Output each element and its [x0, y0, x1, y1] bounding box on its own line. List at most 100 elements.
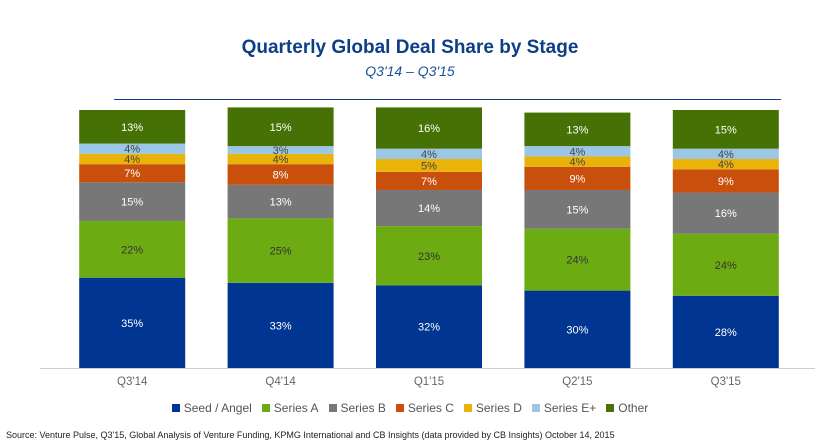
data-label: 13% [270, 197, 292, 209]
bar-segment [227, 153, 334, 165]
legend-swatch [463, 404, 472, 412]
bar-segment [376, 159, 482, 172]
legend-item: Other [606, 401, 648, 415]
legend-label: Seed / Angel [183, 401, 252, 415]
data-label: 23% [418, 251, 440, 263]
bar-segment [524, 228, 631, 291]
data-label: 15% [566, 204, 588, 216]
legend-label: Series D [475, 401, 522, 415]
data-label: 35% [121, 318, 143, 330]
bar-segment [227, 107, 334, 147]
bar-segment [672, 159, 779, 170]
data-label: 8% [273, 170, 289, 182]
bar-segment [79, 110, 186, 144]
bar-segment [376, 189, 482, 227]
chart-title: Quarterly Global Deal Share by Stage [241, 37, 579, 58]
title-divider [114, 99, 781, 100]
data-label: 4% [124, 144, 140, 156]
legend-swatch [171, 404, 180, 412]
data-label: 7% [421, 176, 437, 188]
legend-item: Seed / Angel [171, 401, 252, 415]
data-label: 15% [121, 197, 143, 209]
data-label: 24% [566, 255, 588, 267]
data-label: 15% [715, 124, 737, 136]
bar-segment [376, 148, 482, 160]
bar-segment [227, 184, 334, 219]
legend-item: Series A [261, 401, 319, 415]
data-label: 4% [421, 149, 437, 161]
bar-segment [672, 148, 779, 160]
x-tick-label: Q4'14 [265, 376, 296, 388]
bar-segment [672, 169, 779, 193]
data-label: 4% [273, 154, 289, 166]
x-tick-label: Q2'15 [562, 376, 592, 388]
data-label: 32% [418, 322, 440, 334]
bar-segment [672, 192, 779, 234]
legend-label: Series E+ [543, 401, 597, 415]
data-label: 16% [418, 123, 440, 135]
bar-segment [227, 282, 334, 368]
bar-segment [376, 107, 482, 149]
legend-label: Series A [273, 401, 319, 415]
bar-segment [524, 112, 631, 147]
data-label: 25% [270, 246, 292, 258]
bar-segment [227, 146, 334, 154]
chart-subtitle: Q3'14 – Q3'15 [365, 63, 455, 79]
bar-segment [79, 164, 186, 183]
bar-segment [79, 182, 186, 221]
x-tick-label: Q3'15 [711, 376, 741, 388]
bar-segment [79, 220, 186, 278]
x-tick-label: Q3'14 [117, 376, 148, 388]
legend-swatch [328, 404, 337, 412]
data-label: 9% [569, 173, 585, 185]
data-label: 13% [566, 124, 588, 136]
legend-swatch [395, 404, 404, 412]
data-label: 28% [715, 327, 737, 339]
bar-segment [524, 156, 631, 167]
chart-legend: Seed / Angel Series A Series B Series C Seri… [0, 401, 820, 415]
legend-label: Series B [340, 401, 386, 415]
bar-segment [524, 189, 631, 229]
legend-item: Series D [463, 401, 522, 415]
data-label: 15% [270, 122, 292, 134]
data-label: 4% [124, 154, 140, 166]
data-label: 24% [715, 260, 737, 272]
data-label: 3% [273, 145, 289, 157]
data-label: 33% [270, 320, 292, 332]
data-label: 5% [421, 160, 437, 172]
data-label: 4% [718, 159, 734, 171]
x-tick-label: Q1'15 [414, 376, 444, 388]
data-label: 30% [566, 324, 588, 336]
legend-label: Other [618, 401, 649, 415]
data-label: 4% [569, 157, 585, 169]
bar-segment [79, 143, 186, 154]
bar-segment [227, 164, 334, 185]
bar-segment [376, 285, 482, 368]
legend-swatch [531, 404, 540, 412]
bar-segment [524, 166, 631, 190]
bar-segment [524, 290, 631, 368]
data-label: 4% [718, 149, 734, 161]
legend-item: Series C [395, 401, 454, 415]
data-label: 7% [124, 168, 140, 180]
legend-label: Series C [407, 401, 454, 415]
bar-segment [227, 218, 334, 283]
bar-segment [672, 233, 779, 296]
data-label: 4% [569, 146, 585, 158]
legend-swatch [261, 404, 270, 412]
bar-segment [672, 110, 779, 149]
legend-swatch [606, 404, 615, 412]
data-label: 13% [121, 122, 143, 134]
data-label: 14% [418, 203, 440, 215]
legend-item: Series E+ [531, 401, 597, 415]
bar-segment [524, 146, 631, 157]
data-label: 9% [718, 176, 734, 188]
bar-segment [672, 295, 779, 368]
data-label: 22% [121, 244, 143, 256]
bar-segment [79, 153, 186, 165]
bar-segment [376, 226, 482, 286]
bar-segment [376, 171, 482, 190]
source-note: Source: Venture Pulse, Q3'15, Global Ana… [6, 430, 615, 440]
legend-item: Series B [328, 401, 386, 415]
